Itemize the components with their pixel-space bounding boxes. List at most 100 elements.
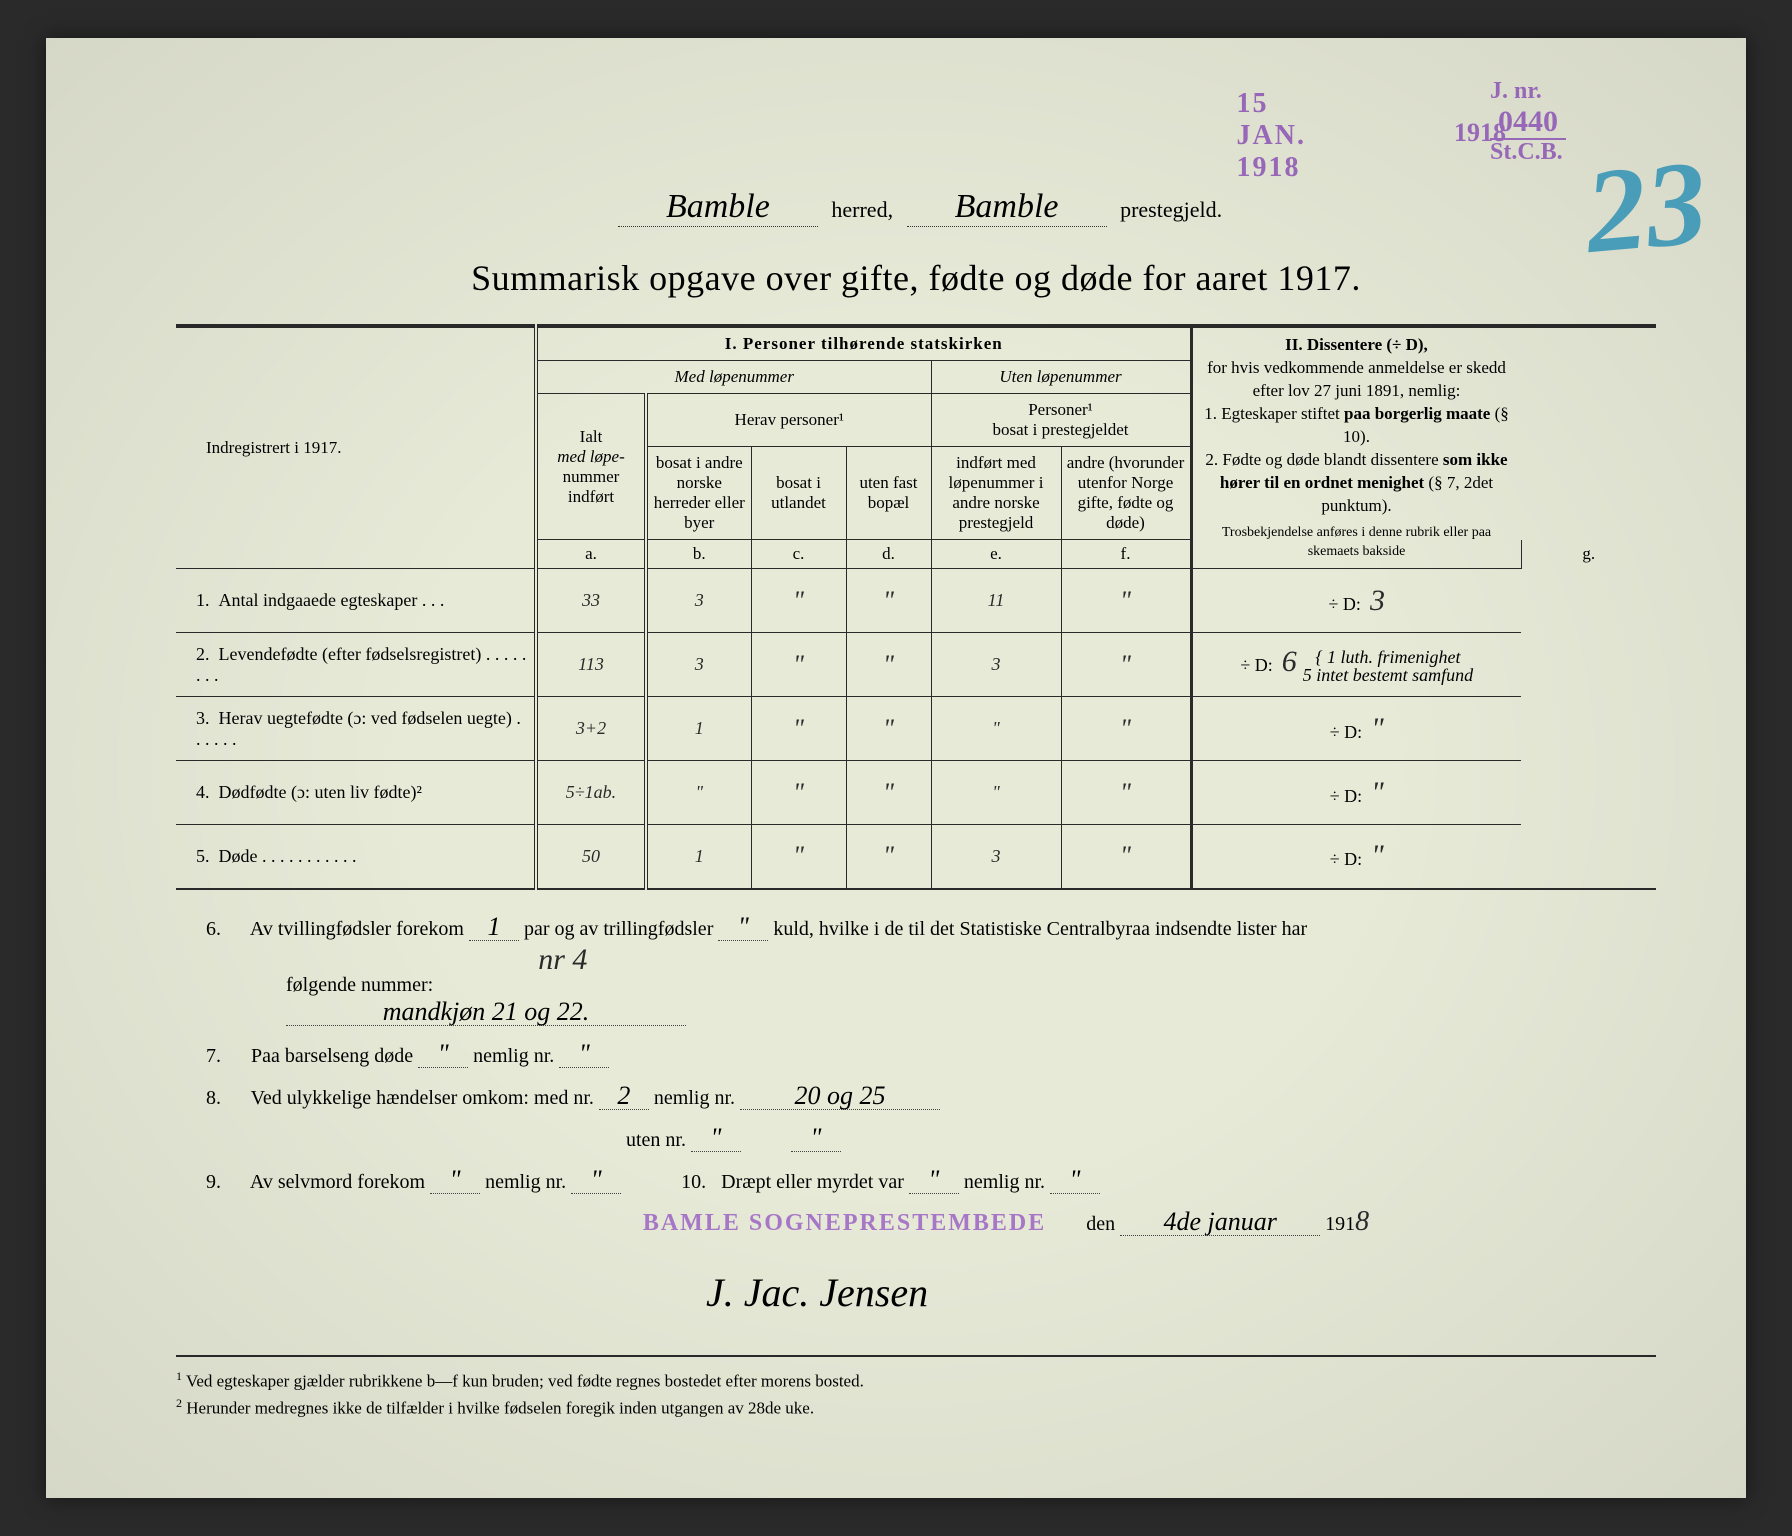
cell-e: " xyxy=(931,697,1061,761)
footnote-2: 2 Herunder medregnes ikke de tilfælder i… xyxy=(176,1394,1656,1421)
lower-questions: 6. Av tvillingfødsler forekom 1 par og a… xyxy=(176,908,1656,1336)
document-title: Summarisk opgave over gifte, fødte og dø… xyxy=(176,257,1656,299)
q9-t1: Av selvmord forekom xyxy=(250,1171,425,1193)
uten-lopenummer-header: Uten løpenummer xyxy=(931,361,1191,394)
cell-a: 113 xyxy=(536,633,646,697)
office-stamp: BAMLE SOGNEPRESTEMBEDE xyxy=(643,1198,1046,1248)
col-d-header: uten fast bopæl xyxy=(846,447,931,540)
med-lopenummer-header: Med løpenummer xyxy=(536,361,931,394)
letter-f: f. xyxy=(1061,540,1191,569)
cell-g: ÷ D: 3 xyxy=(1191,569,1521,633)
cell-b: 3 xyxy=(646,633,751,697)
q9-v1: " xyxy=(430,1167,480,1194)
footnotes: 1 Ved egteskaper gjælder rubrikkene b—f … xyxy=(176,1355,1656,1421)
date-value: 4de januar xyxy=(1120,1209,1320,1236)
q7-t1: Paa barselseng døde xyxy=(251,1045,413,1067)
q6-names: mandkjøn 21 og 22. xyxy=(286,999,686,1026)
q8-v2: 20 og 25 xyxy=(740,1083,940,1110)
q7-t2: nemlig nr. xyxy=(473,1045,554,1067)
cell-b: " xyxy=(646,761,751,825)
q6-t2: par og av trillingfødsler xyxy=(524,918,713,940)
letter-a: a. xyxy=(536,540,646,569)
table-row: 4. Dødfødte (ɔ: uten liv fødte)² 5÷1ab. … xyxy=(176,761,1656,825)
cell-c: " xyxy=(751,633,846,697)
cell-a: 3+2 xyxy=(536,697,646,761)
col-a-l4: indført xyxy=(568,487,614,506)
main-table: Indregistrert i 1917. I. Personer tilhør… xyxy=(176,324,1656,890)
herred-field: Bamble xyxy=(618,188,818,227)
table-row: 2. Levendefødte (efter fødselsregistret)… xyxy=(176,633,1656,697)
row-label: 5. Døde . . . . . . . . . . . xyxy=(176,825,536,889)
col-c-header: bosat i utlandet xyxy=(751,447,846,540)
cell-g: ÷ D: 6{ 1 luth. frimenighet5 intet beste… xyxy=(1191,633,1521,697)
q8-v3: " xyxy=(691,1125,741,1152)
q7-v2: " xyxy=(559,1041,609,1068)
q6-t1: Av tvillingfødsler forekom xyxy=(250,918,464,940)
col-a-l2: med løpe- xyxy=(557,447,625,466)
col-f-header: andre (hvorunder utenfor Norge gifte, fø… xyxy=(1061,447,1191,540)
herred-label: herred, xyxy=(831,197,893,222)
q6: 6. Av tvillingfødsler forekom 1 par og a… xyxy=(206,908,1656,1035)
cell-a: 5÷1ab. xyxy=(536,761,646,825)
cell-e: 3 xyxy=(931,633,1061,697)
col-a-l1: Ialt xyxy=(580,427,603,446)
prestegjeld-field: Bamble xyxy=(907,188,1107,227)
cell-b: 1 xyxy=(646,825,751,889)
letter-g: g. xyxy=(1521,540,1656,569)
row-label: 1. Antal indgaaede egteskaper . . . xyxy=(176,569,536,633)
q8-v4: " xyxy=(791,1125,841,1152)
q7: 7. Paa barselseng døde " nemlig nr. " xyxy=(206,1035,1656,1077)
col-a-header: Ialt med løpe- nummer indført xyxy=(536,394,646,540)
cell-g: ÷ D: " xyxy=(1191,761,1521,825)
q6-idx: nr 4 xyxy=(538,943,587,976)
q8-v1: 2 xyxy=(599,1083,649,1110)
section-ii-header: II. Dissentere (÷ D), for hvis vedkommen… xyxy=(1191,326,1521,569)
q6-t3: kuld, hvilke i de til det Statistiske Ce… xyxy=(773,918,1307,940)
cell-f: " xyxy=(1061,569,1191,633)
cell-g: ÷ D: " xyxy=(1191,697,1521,761)
table-row: 5. Døde . . . . . . . . . . . 50 1 " " 3… xyxy=(176,825,1656,889)
personer-bosat-header: Personer¹bosat i prestegjeldet xyxy=(931,394,1191,447)
q6-v2: " xyxy=(718,914,768,941)
cell-c: " xyxy=(751,697,846,761)
cell-f: " xyxy=(1061,825,1191,889)
section-ii-body: for hvis vedkommende anmeldelse er skedd… xyxy=(1197,357,1517,518)
letter-b: b. xyxy=(646,540,751,569)
cell-c: " xyxy=(751,825,846,889)
q8-t1: Ved ulykkelige hændelser omkom: med nr. xyxy=(251,1087,594,1109)
cell-f: " xyxy=(1061,633,1191,697)
jnr-prefix: J. nr. xyxy=(1490,78,1542,104)
year-suffix: 8 xyxy=(1355,1206,1369,1237)
cell-d: " xyxy=(846,825,931,889)
cell-d: " xyxy=(846,633,931,697)
herav-personer-header: Herav personer¹ xyxy=(646,394,931,447)
footnote-2-text: Herunder medregnes ikke de tilfælder i h… xyxy=(186,1399,814,1418)
cell-f: " xyxy=(1061,761,1191,825)
section-ii-footnote: Trosbekjendelse anføres i denne rubrik e… xyxy=(1197,524,1517,562)
q9-t2: nemlig nr. xyxy=(485,1171,566,1193)
section-i-header: I. Personer tilhørende statskirken xyxy=(536,326,1191,361)
q10-t1: Dræpt eller myrdet var xyxy=(721,1171,904,1193)
row-label: 3. Herav uegtefødte (ɔ: ved fødselen ueg… xyxy=(176,697,536,761)
q8-t2: nemlig nr. xyxy=(654,1087,735,1109)
q8-t3: uten nr. xyxy=(626,1129,686,1151)
table-row: 3. Herav uegtefødte (ɔ: ved fødselen ueg… xyxy=(176,697,1656,761)
col-b-header: bosat i andre norske herreder eller byer xyxy=(646,447,751,540)
q9-v2: " xyxy=(571,1167,621,1194)
col-e-header: indført med løpenummer i andre norske pr… xyxy=(931,447,1061,540)
year-prefix: 191 xyxy=(1325,1213,1355,1235)
q10-v1: " xyxy=(909,1167,959,1194)
header-line: Bamble herred, Bamble prestegjeld. xyxy=(176,188,1656,227)
footnote-1-text: Ved egteskaper gjælder rubrikkene b—f ku… xyxy=(186,1372,864,1391)
row-label: 4. Dødfødte (ɔ: uten liv fødte)² xyxy=(176,761,536,825)
cell-c: " xyxy=(751,761,846,825)
cell-e: 3 xyxy=(931,825,1061,889)
letter-e: e. xyxy=(931,540,1061,569)
cell-g: ÷ D: " xyxy=(1191,825,1521,889)
letter-d: d. xyxy=(846,540,931,569)
footnote-1: 1 Ved egteskaper gjælder rubrikkene b—f … xyxy=(176,1367,1656,1394)
cell-d: " xyxy=(846,697,931,761)
cell-e: " xyxy=(931,761,1061,825)
q10-t2: nemlig nr. xyxy=(964,1171,1045,1193)
cell-b: 3 xyxy=(646,569,751,633)
